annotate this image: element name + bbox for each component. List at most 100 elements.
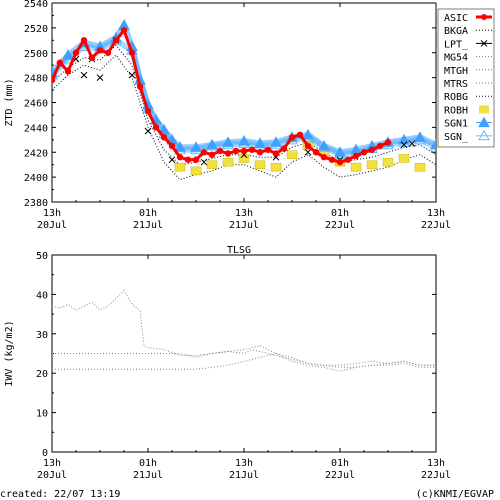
legend-swatch-robh: [479, 105, 489, 114]
created-timestamp: created: 22/07 13:19: [0, 489, 121, 500]
series-asic-point: [64, 68, 72, 75]
series-asic-point: [216, 147, 224, 155]
y-tick-label: 30: [36, 330, 48, 341]
series-robh-point: [350, 162, 362, 172]
x-tick-label-time: 13h: [427, 208, 445, 219]
y-tick-label: 2500: [24, 49, 48, 60]
series-robh-point: [222, 157, 234, 167]
series-asic-point: [288, 134, 296, 141]
y-tick-label: 0: [42, 448, 48, 459]
series-sgn1-point: [190, 141, 202, 152]
series-asic-point: [176, 154, 184, 161]
series-asic-point: [88, 54, 96, 61]
series-asic-point: [240, 147, 248, 155]
series-asic-point: [336, 159, 344, 166]
x-tick-label-time: 01h: [331, 458, 349, 469]
y-tick-label: 2460: [24, 99, 48, 110]
x-tick-label-date: 21Jul: [229, 470, 259, 481]
legend-entry-label: MTGH: [444, 66, 468, 77]
series-asic-point: [144, 108, 152, 115]
series-lpt-point: [80, 71, 88, 79]
panel-2: [51, 254, 437, 453]
series-asic-point: [312, 149, 320, 156]
legend-entry-label: MG54: [444, 53, 468, 64]
series-lpt-point: [128, 71, 136, 79]
series-asic-point: [384, 139, 392, 146]
y-tick-label: 2400: [24, 173, 48, 184]
x-tick-label-time: 01h: [139, 458, 157, 469]
x-tick-label-date: 22Jul: [325, 470, 355, 481]
y-tick-label: 2540: [24, 0, 48, 10]
legend-entry-label: BKGA: [444, 26, 468, 37]
y-tick-label: 2480: [24, 74, 48, 85]
x-tick-label-time: 13h: [427, 458, 445, 469]
series-asic-point: [56, 59, 64, 66]
series-asic-point: [184, 156, 192, 163]
series-asic-point: [128, 49, 136, 56]
plot-frame: [51, 2, 437, 203]
series-robh-point: [382, 157, 394, 167]
series-lpt-point: [400, 141, 408, 149]
y-tick-label: 2420: [24, 148, 48, 159]
series-sgn1-point: [238, 135, 250, 146]
series-asic-point: [272, 150, 280, 157]
series-robh-point: [286, 150, 298, 159]
legend-swatch-sgn1: [478, 116, 490, 128]
x-tick-label-date: 22Jul: [325, 220, 355, 231]
series-asic-point: [112, 37, 120, 44]
series-lpt-point: [408, 140, 416, 147]
series-asic-point: [52, 76, 56, 84]
legend-entry-label: LPT_: [444, 39, 469, 50]
series-asic-point: [320, 154, 328, 161]
series-robh-point: [190, 166, 202, 176]
x-tick-label-time: 01h: [139, 208, 157, 219]
series-asic-point: [136, 83, 144, 90]
x-tick-label-time: 01h: [331, 208, 349, 219]
x-tick-label-date: 22Jul: [421, 470, 451, 481]
legend-entry-label: SGN1: [444, 119, 468, 130]
y-axis-label: IWV (kg/m2): [4, 320, 15, 386]
series-lpt-point: [304, 148, 312, 156]
series-asic-point: [352, 152, 360, 160]
x-tick-label-time: 13h: [235, 458, 253, 469]
series-asic-point: [232, 147, 240, 155]
x-tick-label-date: 21Jul: [133, 470, 163, 481]
series-robh-point: [366, 160, 378, 169]
series-asic-point: [344, 156, 352, 163]
series-sgn1-point: [334, 146, 346, 157]
x-tick-label-date: 20Jul: [37, 220, 67, 231]
series-asic-point: [264, 146, 272, 153]
y-tick-label: 2520: [24, 24, 48, 35]
legend-entry-label: ASIC: [444, 13, 468, 24]
series-asic-point: [224, 150, 232, 157]
series-sgn1-point: [62, 49, 74, 60]
series-sgn1-point: [430, 138, 436, 150]
series-asic-point: [368, 146, 376, 153]
x-tick-label-time: 13h: [235, 208, 253, 219]
y-axis-label: ZTD (mm): [4, 78, 15, 126]
series-group: [52, 18, 436, 181]
series-asic-point: [280, 145, 288, 152]
credit-text: (c)KNMI/EGVAP: [415, 489, 494, 500]
x-tick-label-date: 22Jul: [421, 220, 451, 231]
series-sgn1-point: [206, 138, 218, 150]
series-asic-point: [328, 156, 336, 163]
series-asic-point: [304, 142, 312, 150]
series-line-line: [52, 345, 436, 366]
series-asic-point: [256, 149, 264, 156]
series-sgn1-point: [174, 141, 186, 152]
series-asic-point: [360, 149, 368, 156]
series-asic-point: [376, 142, 384, 150]
panel-1: [51, 2, 495, 203]
series-lpt-point: [200, 158, 208, 166]
legend-entry-label: ROBH: [444, 105, 468, 116]
series-lpt-point: [144, 127, 152, 135]
series-robh-point: [398, 154, 410, 163]
series-robh-point: [414, 162, 426, 172]
series-line-line: [52, 352, 436, 372]
legend-swatch-asic: [481, 14, 487, 20]
x-tick-label-time: 13h: [43, 208, 61, 219]
series-sgn1-point: [414, 131, 426, 142]
y-tick-label: 2380: [24, 198, 48, 209]
